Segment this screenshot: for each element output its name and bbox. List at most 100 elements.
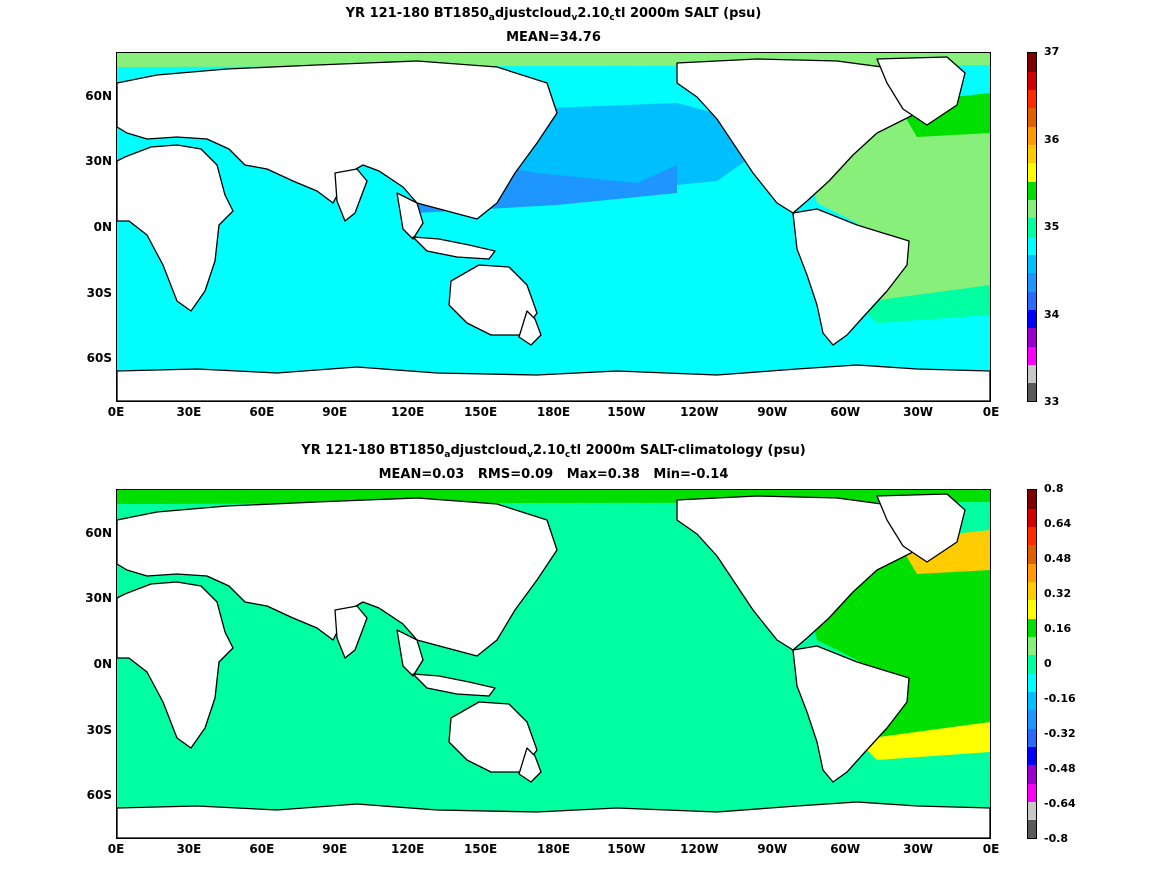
lon-tick-label: 180E [536, 842, 571, 856]
colorbar-label: 0.8 [1044, 482, 1064, 495]
atlantic-band [857, 722, 990, 760]
landmass-indonesia [412, 673, 496, 697]
lon-tick-label: 60E [249, 842, 275, 856]
landmass-samerica [792, 645, 910, 783]
landmass-seasia [396, 629, 424, 677]
colorbar-segment [1028, 636, 1036, 656]
lon-tick-label: 30W [903, 842, 934, 856]
landmass-newzealand [518, 747, 542, 783]
colorbar-label: 0.64 [1044, 517, 1072, 530]
lat-tick-label: 30N [85, 591, 112, 606]
panel2-map-svg [117, 490, 990, 838]
atlantic-region [797, 113, 990, 323]
lat-tick-label: 60S [86, 351, 112, 366]
lon-tick-label: 120E [391, 842, 425, 856]
colorbar-segment [1028, 581, 1036, 601]
colorbar-segment [1028, 364, 1036, 384]
colorbar-segment [1028, 654, 1036, 674]
lat-tick-label: 30N [85, 154, 112, 169]
southern-ocean-band [117, 740, 990, 814]
colorbar-segment [1028, 291, 1036, 310]
panel1-map [116, 52, 991, 402]
colorbar-label: 37 [1044, 45, 1060, 58]
lat-tick-label: 60N [85, 88, 112, 103]
panel2-subtitle: MEAN=0.03 RMS=0.09 Max=0.38 Min=-0.14 [378, 467, 729, 482]
colorbar-segment [1028, 599, 1036, 619]
lon-tick-label: 30E [176, 405, 202, 419]
landmass-indonesia [412, 236, 496, 260]
colorbar-label: 0 [1044, 657, 1052, 670]
colorbar-segment [1028, 673, 1036, 692]
lon-tick-label: 0E [107, 842, 125, 856]
colorbar-segment [1028, 563, 1036, 583]
colorbar-label: -0.32 [1044, 727, 1076, 740]
lat-tick-label: 30S [86, 722, 112, 737]
colorbar-label: 33 [1044, 395, 1060, 408]
lon-tick-label: 0E [982, 842, 1000, 856]
colorbar-segment [1028, 144, 1036, 164]
panel1-subtitle: MEAN=34.76 [506, 30, 601, 45]
panel1-colorbar [1027, 52, 1037, 402]
colorbar-label: 0.32 [1044, 587, 1072, 600]
colorbar-segment [1028, 783, 1036, 802]
panel2-map [116, 489, 991, 839]
colorbar-segment [1028, 709, 1036, 729]
colorbar-label: 36 [1044, 132, 1060, 146]
colorbar-segment [1028, 107, 1036, 127]
colorbar-label: 35 [1044, 220, 1060, 233]
panel2-title: YR 121-180 BT1850adjustcloudv2.10ctl 200… [301, 443, 806, 460]
panel2-colorbar [1027, 489, 1037, 839]
lon-tick-label: 30E [176, 842, 202, 856]
lon-tick-label: 150E [463, 405, 498, 419]
lon-tick-label: 150E [463, 842, 498, 856]
panel1-title: YR 121-180 BT1850adjustcloudv2.10ctl 200… [345, 6, 762, 23]
panel1-map-svg [117, 53, 990, 401]
lon-tick-label: 30W [903, 405, 934, 419]
landmass-antarctica [117, 801, 990, 838]
lon-tick-label: 150W [607, 405, 646, 419]
atlantic-region [797, 550, 990, 760]
lon-tick-label: 90E [322, 842, 348, 856]
atlantic-band [857, 285, 990, 323]
colorbar-label: -0.16 [1044, 692, 1076, 705]
lon-tick-label: 120W [680, 842, 719, 856]
colorbar-segment [1028, 327, 1036, 347]
landmass-africa [117, 144, 234, 312]
colorbar-label: 0.48 [1044, 552, 1072, 565]
landmass-india [334, 605, 368, 659]
lon-tick-label: 60W [830, 405, 861, 419]
landmass-eurasia [117, 497, 558, 657]
landmass-greenland [876, 493, 966, 563]
colorbar-segment [1028, 819, 1036, 839]
landmass-africa [117, 581, 234, 749]
landmass-seasia [396, 192, 424, 240]
lon-tick-label: 120E [391, 405, 425, 419]
colorbar-segment [1028, 526, 1036, 546]
colorbar-label: -0.48 [1044, 762, 1076, 775]
lon-tick-label: 90E [322, 405, 348, 419]
landmass-greenland [876, 56, 966, 126]
colorbar-segment [1028, 217, 1036, 237]
colorbar-segment [1028, 691, 1036, 711]
southern-ocean-band [117, 303, 990, 377]
lon-tick-label: 90W [757, 405, 788, 419]
colorbar-label: -0.64 [1044, 797, 1076, 810]
colorbar-segment [1028, 53, 1036, 72]
landmass-samerica [792, 208, 910, 346]
colorbar-segment [1028, 346, 1036, 365]
lon-tick-label: 0E [982, 405, 1000, 419]
colorbar-segment [1028, 236, 1036, 255]
lat-tick-label: 30S [86, 285, 112, 300]
colorbar-label: 34 [1044, 307, 1060, 321]
colorbar-label: -0.8 [1044, 832, 1069, 845]
landmass-eurasia [117, 60, 558, 220]
colorbar-segment [1028, 126, 1036, 146]
colorbar-segment [1028, 254, 1036, 274]
lon-tick-label: 150W [607, 842, 646, 856]
colorbar-segment [1028, 272, 1036, 292]
lon-tick-label: 0E [107, 405, 125, 419]
colorbar-segment [1028, 508, 1036, 528]
lon-tick-label: 180E [536, 405, 571, 419]
lat-tick-label: 60S [86, 788, 112, 803]
landmass-india [334, 168, 368, 222]
